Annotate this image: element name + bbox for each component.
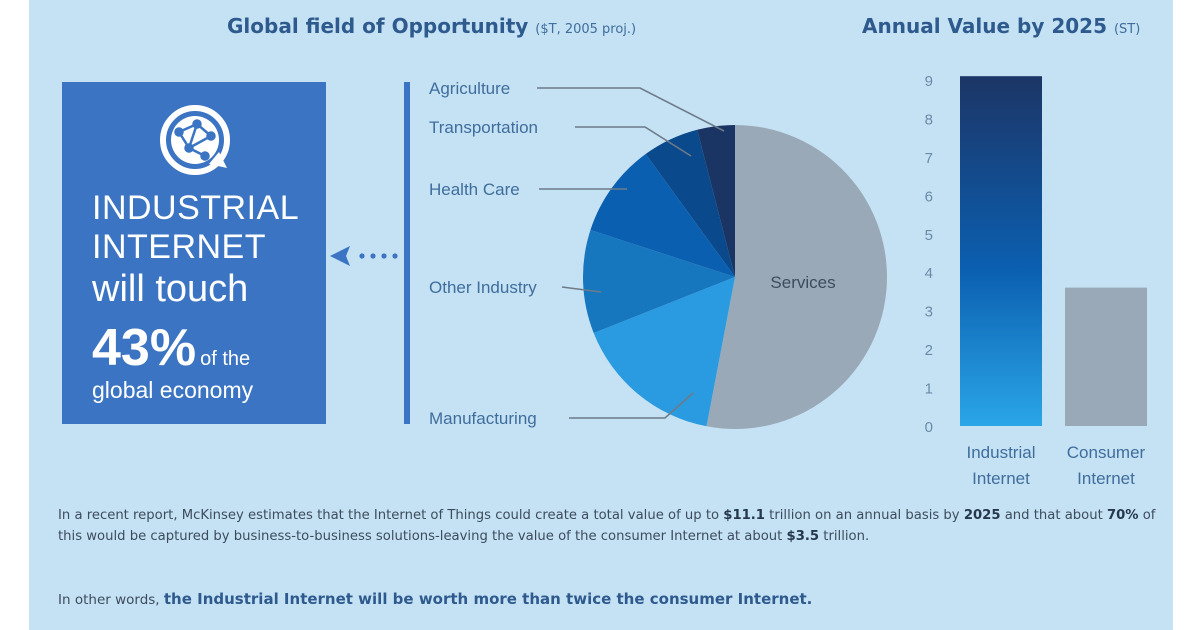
callout-line-industrial: INDUSTRIAL: [92, 189, 300, 227]
p1-value-total: $11.1: [723, 508, 765, 523]
y-tick-9: 9: [925, 73, 933, 90]
leader-line-agriculture: [537, 87, 725, 132]
bar-label-industrial-internet-0: Industrial: [967, 443, 1036, 462]
pie-title-unit: ($T, 2005 proj.): [535, 22, 637, 37]
bar-label-consumer-internet-1: Internet: [1077, 469, 1135, 488]
p1-percent: 70%: [1106, 508, 1139, 523]
y-tick-7: 7: [925, 150, 933, 167]
y-tick-5: 5: [925, 227, 933, 244]
charts-svg: Services Agriculture Transportation Health …: [404, 73, 1147, 488]
pie-label-agriculture: Agriculture: [429, 79, 510, 98]
y-tick-1: 1: [925, 381, 933, 398]
bar-title-text: Annual Value by 2025: [862, 14, 1107, 38]
y-tick-8: 8: [925, 111, 933, 128]
callout-percent-line: 43% of the: [92, 318, 250, 378]
bar-label-consumer-internet-0: Consumer: [1067, 443, 1146, 462]
p1-year: 2025: [963, 508, 1001, 523]
callout-line-global-economy: global economy: [92, 377, 254, 403]
pie-title-text: Global field of Opportunity: [227, 14, 529, 38]
pie-label-transportation: Transportation: [429, 118, 538, 137]
y-tick-3: 3: [925, 304, 933, 321]
pie-slice-health-care: [590, 154, 735, 277]
y-tick-4: 4: [925, 265, 933, 282]
pie-slice-services: [706, 125, 887, 429]
bar-consumer-internet: [1065, 287, 1147, 426]
infographic-canvas: Global field of Opportunity ($T, 2005 pr…: [29, 0, 1173, 630]
summary-paragraph: In a recent report, McKinsey estimates t…: [58, 505, 1168, 547]
pie-slice-transportation: [645, 129, 735, 277]
callout-percent: 43%: [92, 319, 197, 377]
network-globe-icon: [160, 105, 230, 175]
y-tick-6: 6: [925, 188, 933, 205]
leader-line-transportation: [575, 126, 692, 157]
pie-label-health-care: Health Care: [429, 180, 520, 199]
industrial-internet-callout: INDUSTRIAL INTERNET will touch 43% of the…: [62, 82, 326, 424]
pie-slice-manufacturing: [593, 277, 735, 427]
conclusion-paragraph: In other words, the Industrial Internet …: [58, 589, 1168, 611]
p1-text-e: and that about: [1000, 508, 1107, 523]
p1-text-g: of this would be captured by business-to…: [58, 508, 1156, 544]
pie-label-manufacturing: Manufacturing: [429, 409, 537, 428]
bar-title-unit: (ST): [1113, 22, 1141, 37]
p2-text-a: In other words,: [58, 592, 164, 608]
callout-line-will-touch: will touch: [92, 268, 249, 310]
leader-line-other-industry: [561, 286, 602, 293]
y-tick-2: 2: [925, 342, 933, 359]
pie-slice-agriculture: [697, 125, 735, 277]
y-tick-0: 0: [925, 419, 933, 436]
callout-line-internet: INTERNET: [92, 228, 266, 266]
callout-of-the: of the: [200, 348, 251, 370]
pie-chart-title: Global field of Opportunity ($T, 2005 pr…: [227, 14, 636, 38]
p1-text-i: trillion.: [819, 529, 870, 544]
bar-industrial-internet: [960, 76, 1042, 426]
p1-value-consumer: $3.5: [786, 529, 820, 544]
p1-text-a: In a recent report, McKinsey estimates t…: [58, 508, 724, 523]
leader-line-manufacturing: [569, 392, 694, 419]
dotted-arrow-icon: [330, 246, 398, 266]
p2-highlight: the Industrial Internet will be worth mo…: [163, 590, 813, 608]
bar-label-industrial-internet-1: Internet: [972, 469, 1030, 488]
bar-chart-title: Annual Value by 2025 (ST): [862, 14, 1140, 38]
pie-label-other-industry: Other Industry: [429, 278, 537, 297]
pie-label-services: Services: [770, 273, 835, 292]
pie-slice-other-industry: [582, 230, 735, 333]
p1-text-c: trillion on an annual basis by: [764, 508, 964, 523]
